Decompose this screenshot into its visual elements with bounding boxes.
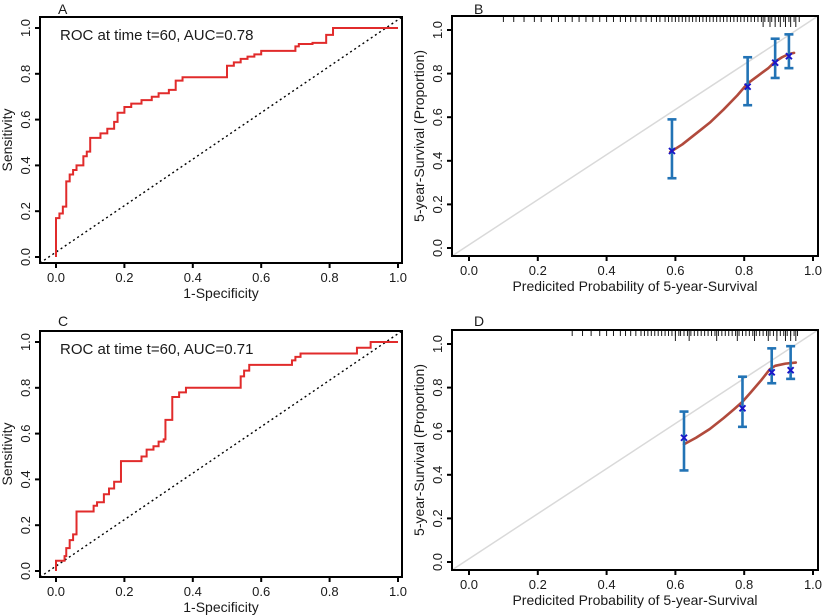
y-axis-tick-label: 0.8	[18, 65, 33, 83]
chance-diagonal-line	[39, 16, 403, 264]
roc-curve	[55, 27, 398, 257]
x-axis-tick-label: 0.2	[529, 577, 547, 592]
y-axis-tick-label: 0.6	[430, 422, 445, 440]
observed-point-marker	[668, 147, 676, 155]
x-axis-title: Predicited Probability of 5-year-Surviva…	[512, 592, 757, 608]
panel-label-c: C	[58, 313, 69, 329]
y-axis-tick-label: 0.4	[430, 152, 445, 170]
x-axis-tick-label: 0.8	[321, 584, 339, 599]
x-axis-tick-label: 0.0	[460, 577, 478, 592]
plot-box	[39, 16, 403, 264]
y-axis-tick-label: 0.2	[430, 195, 445, 213]
observed-point-marker	[771, 59, 779, 67]
x-axis-tick-label: 0.6	[666, 577, 684, 592]
x-axis-tick-label: 0.2	[115, 270, 133, 285]
y-axis-tick-label: 0.0	[430, 239, 445, 257]
roc-curve	[55, 341, 398, 571]
y-axis-tick-label: 0.6	[18, 425, 33, 443]
y-axis-tick-label: 0.2	[18, 202, 33, 220]
y-axis-tick-label: 0.4	[430, 466, 445, 484]
x-axis-tick-label: 0.6	[666, 263, 684, 278]
observed-point-marker	[743, 83, 752, 91]
roc-title: ROC at time t=60, AUC=0.78	[60, 27, 253, 44]
x-axis-tick-label: 0.4	[598, 263, 616, 278]
x-axis-tick-label: 1.0	[804, 263, 822, 278]
x-axis-tick-label: 0.8	[321, 270, 339, 285]
y-axis-tick-label: 1.0	[18, 19, 33, 37]
x-axis-tick-label: 0.0	[47, 584, 65, 599]
x-axis-tick-label: 1.0	[804, 577, 822, 592]
y-axis-tick-label: 0.0	[430, 553, 445, 571]
x-axis-tick-label: 0.2	[115, 584, 133, 599]
y-axis-tick-label: 0.4	[18, 156, 33, 174]
x-axis-tick-label: 0.4	[598, 577, 616, 592]
y-axis-tick-label: 0.8	[430, 65, 445, 83]
y-axis-title: 5-year-Survival (Proportion)	[412, 364, 427, 536]
y-axis-title: 5-year-Survival (Proportion)	[412, 50, 427, 222]
perfect-calibration-line	[451, 329, 819, 571]
y-axis-tick-label: 1.0	[430, 335, 445, 353]
panel-b-calibration-chart: 0.0 0.2 0.4 0.6 0.8 1.0 0.0 0.2 0.4 0.6 0.8 1.0 Pred…	[412, 15, 822, 294]
observed-point-marker	[680, 434, 688, 442]
y-axis-title: Sensitivity	[0, 108, 15, 171]
x-axis-title: 1-Specificity	[183, 285, 258, 301]
x-axis-tick-label: 0.6	[252, 584, 270, 599]
panel-d-calibration-chart: 0.0 0.2 0.4 0.6 0.8 1.0 0.0 0.2 0.4 0.6 0.8 1.0 Pred…	[412, 329, 822, 608]
x-axis-tick-label: 0.6	[252, 270, 270, 285]
panel-a-roc-chart: 0.0 0.2 0.4 0.6 0.8 1.0 0.0 0.2 0.4 0.6 0.8 1.0 1-Sp…	[0, 16, 407, 301]
plot-box	[39, 330, 403, 578]
y-axis-tick-label: 0.0	[18, 248, 33, 266]
y-axis-tick-label: 0.4	[18, 470, 33, 488]
x-axis-tick-label: 1.0	[389, 584, 407, 599]
panel-label-a: A	[58, 1, 68, 17]
y-axis-title: Sensitivity	[0, 422, 15, 485]
y-axis-tick-label: 0.6	[430, 108, 445, 126]
calibration-curve	[682, 361, 798, 446]
panel-label-b: B	[474, 1, 484, 17]
x-axis-tick-label: 0.2	[529, 263, 547, 278]
y-axis-tick-label: 0.2	[430, 509, 445, 527]
y-axis-tick-label: 0.0	[18, 562, 33, 580]
y-axis-tick-label: 0.8	[430, 379, 445, 397]
y-axis-tick-label: 1.0	[430, 21, 445, 39]
y-axis-tick-label: 0.2	[18, 516, 33, 534]
perfect-calibration-line	[451, 15, 819, 257]
x-axis-tick-label: 0.4	[184, 584, 202, 599]
chance-diagonal-line	[39, 330, 403, 578]
x-axis-tick-label: 0.0	[47, 270, 65, 285]
y-axis-tick-label: 0.8	[18, 379, 33, 397]
x-axis-title: Predicited Probability of 5-year-Surviva…	[512, 278, 757, 294]
x-axis-tick-label: 0.0	[460, 263, 478, 278]
x-axis-tick-label: 0.4	[184, 270, 202, 285]
y-axis-tick-label: 1.0	[18, 333, 33, 351]
observed-point-marker	[786, 366, 795, 374]
panel-label-d: D	[474, 313, 485, 329]
observed-point-marker	[738, 404, 747, 412]
observed-point-marker	[768, 368, 776, 377]
x-axis-tick-label: 1.0	[389, 270, 407, 285]
y-axis-tick-label: 0.6	[18, 111, 33, 129]
panel-c-roc-chart: 0.0 0.2 0.4 0.6 0.8 1.0 0.0 0.2 0.4 0.6 0.8 1.0 1-Sp…	[0, 330, 407, 615]
plot-box	[451, 15, 819, 257]
x-axis-title: 1-Specificity	[183, 599, 258, 615]
plot-box	[451, 329, 819, 571]
observed-point-marker	[785, 52, 793, 60]
x-axis-tick-label: 0.8	[735, 577, 753, 592]
roc-title: ROC at time t=60, AUC=0.71	[60, 341, 253, 358]
x-axis-tick-label: 0.8	[735, 263, 753, 278]
